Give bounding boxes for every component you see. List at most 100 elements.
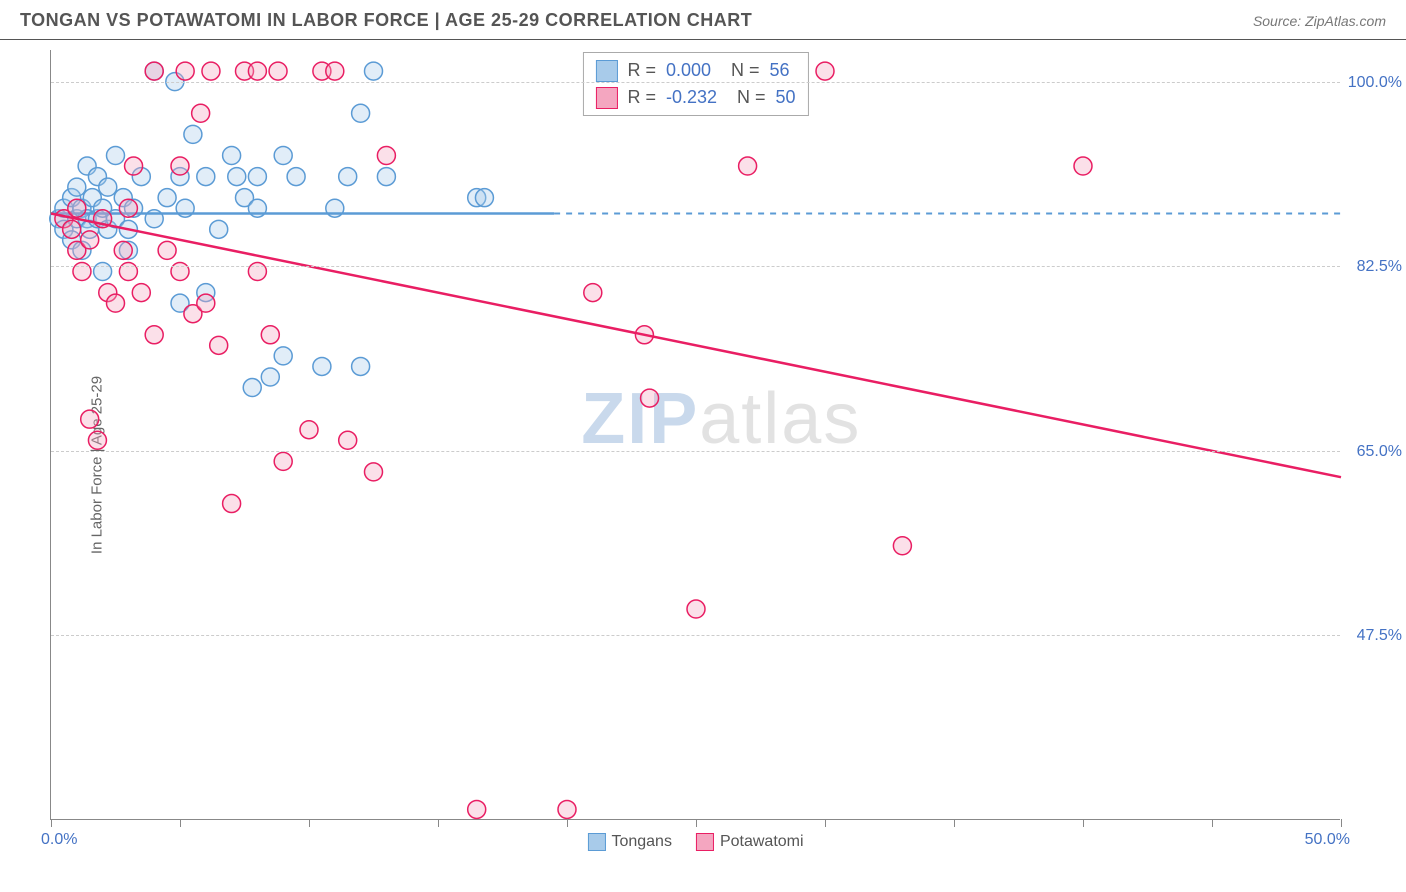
x-tick (567, 819, 568, 827)
data-point (210, 336, 228, 354)
data-point (248, 62, 266, 80)
legend-swatch-potawatomi (696, 833, 714, 851)
x-min-label: 0.0% (41, 831, 77, 849)
swatch-potawatomi (595, 87, 617, 109)
data-point (68, 199, 86, 217)
data-point (119, 263, 137, 281)
data-point (145, 62, 163, 80)
n-label: N = (727, 84, 766, 111)
data-point (468, 800, 486, 818)
data-point (739, 157, 757, 175)
chart-title: TONGAN VS POTAWATOMI IN LABOR FORCE | AG… (20, 10, 752, 31)
gridline-label: 47.5% (1357, 627, 1402, 645)
legend-swatch-tongans (587, 833, 605, 851)
axis-legend: Tongans Potawatomi (587, 833, 803, 851)
data-point (125, 157, 143, 175)
gridline: 47.5% (51, 635, 1340, 636)
swatch-tongans (595, 60, 617, 82)
plot-svg (51, 50, 1340, 819)
data-point (197, 168, 215, 186)
data-point (261, 368, 279, 386)
data-point (243, 379, 261, 397)
data-point (73, 263, 91, 281)
r-value-tongans: 0.000 (666, 57, 711, 84)
data-point (68, 178, 86, 196)
data-point (274, 452, 292, 470)
data-point (107, 146, 125, 164)
data-point (377, 146, 395, 164)
trend-line (51, 213, 1341, 477)
data-point (248, 168, 266, 186)
data-point (475, 189, 493, 207)
data-point (158, 189, 176, 207)
corr-row-tongans: R = 0.000 N = 56 (595, 57, 795, 84)
x-tick (1341, 819, 1342, 827)
data-point (641, 389, 659, 407)
data-point (300, 421, 318, 439)
data-point (171, 157, 189, 175)
chart-container: In Labor Force | Age 25-29 ZIPatlas R = … (0, 40, 1406, 890)
x-tick (180, 819, 181, 827)
data-point (81, 410, 99, 428)
data-point (365, 463, 383, 481)
data-point (339, 168, 357, 186)
gridline-label: 100.0% (1348, 74, 1402, 92)
x-tick (438, 819, 439, 827)
data-point (274, 347, 292, 365)
data-point (145, 326, 163, 344)
data-point (893, 537, 911, 555)
gridline-label: 65.0% (1357, 443, 1402, 461)
n-value-tongans: 56 (770, 57, 790, 84)
data-point (339, 431, 357, 449)
data-point (132, 284, 150, 302)
legend-item-tongans: Tongans (587, 833, 672, 851)
data-point (248, 263, 266, 281)
data-point (223, 495, 241, 513)
x-tick (1083, 819, 1084, 827)
data-point (377, 168, 395, 186)
data-point (365, 62, 383, 80)
gridline-label: 82.5% (1357, 258, 1402, 276)
data-point (192, 104, 210, 122)
data-point (158, 241, 176, 259)
data-point (1074, 157, 1092, 175)
data-point (558, 800, 576, 818)
data-point (274, 146, 292, 164)
data-point (313, 357, 331, 375)
data-point (352, 357, 370, 375)
data-point (99, 178, 117, 196)
x-max-label: 50.0% (1305, 831, 1350, 849)
gridline: 82.5% (51, 266, 1340, 267)
r-value-potawatomi: -0.232 (666, 84, 717, 111)
data-point (81, 231, 99, 249)
legend-item-potawatomi: Potawatomi (696, 833, 804, 851)
data-point (107, 294, 125, 312)
x-tick (309, 819, 310, 827)
legend-label-tongans: Tongans (611, 833, 672, 851)
corr-row-potawatomi: R = -0.232 N = 50 (595, 84, 795, 111)
correlation-legend: R = 0.000 N = 56 R = -0.232 N = 50 (582, 52, 808, 116)
data-point (687, 600, 705, 618)
data-point (88, 431, 106, 449)
data-point (184, 125, 202, 143)
data-point (94, 263, 112, 281)
x-tick (1212, 819, 1213, 827)
data-point (223, 146, 241, 164)
data-point (114, 241, 132, 259)
data-point (119, 199, 137, 217)
data-point (63, 220, 81, 238)
data-point (202, 62, 220, 80)
source-label: Source: ZipAtlas.com (1253, 13, 1386, 29)
data-point (197, 294, 215, 312)
data-point (584, 284, 602, 302)
data-point (326, 62, 344, 80)
data-point (269, 62, 287, 80)
r-label: R = (627, 57, 656, 84)
data-point (210, 220, 228, 238)
x-tick (696, 819, 697, 827)
x-tick (954, 819, 955, 827)
data-point (171, 263, 189, 281)
data-point (261, 326, 279, 344)
gridline: 100.0% (51, 82, 1340, 83)
data-point (176, 62, 194, 80)
